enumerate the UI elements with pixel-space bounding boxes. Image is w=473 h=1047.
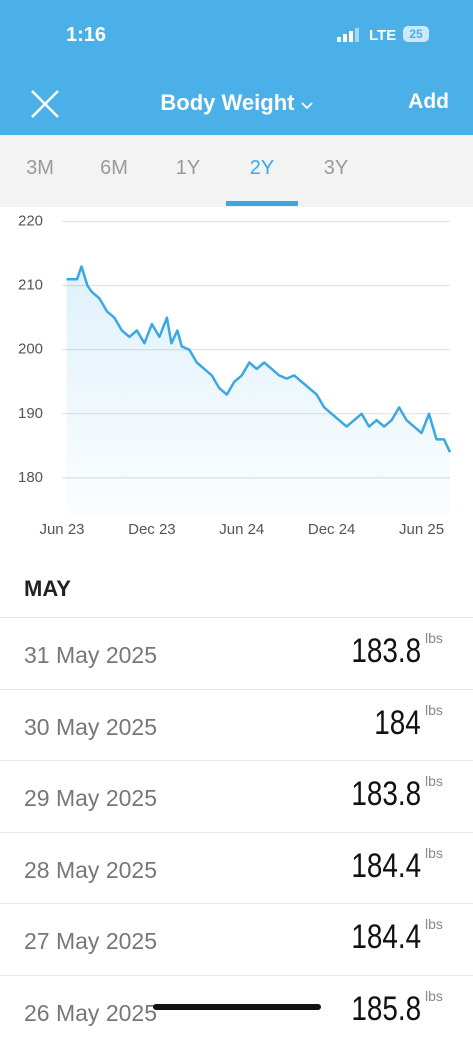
row-unit: lbs — [425, 701, 443, 718]
status-battery: 25 — [403, 26, 429, 42]
row-weight: 183.8 — [351, 775, 421, 813]
row-date: 28 May 2025 — [24, 856, 157, 883]
weight-chart: 180 190 200 210 220 Jun 23 Dec 23 Jun 24 Dec 24 J… — [18, 213, 452, 538]
row-weight: 184 — [374, 703, 421, 742]
row-unit: lbs — [425, 630, 443, 646]
y-tick-label: 190 — [18, 405, 43, 422]
row-date: 30 May 2025 — [24, 713, 157, 740]
log-row[interactable]: 28 May 2025 184.4 lbs — [0, 831, 473, 904]
row-unit: lbs — [425, 916, 443, 932]
dropdown-icon — [300, 102, 313, 110]
range-tab[interactable]: 3M — [26, 157, 54, 179]
row-weight: 184.4 — [351, 918, 421, 956]
log-row[interactable]: 31 May 2025 183.8 lbs — [0, 617, 473, 689]
row-unit: lbs — [425, 773, 443, 789]
row-unit: lbs — [425, 987, 443, 1004]
range-tabs: 3M 6M 1Y 2Y 3Y — [0, 135, 473, 207]
x-tick-label: Dec 23 — [128, 521, 176, 538]
status-network: LTE — [369, 27, 397, 44]
row-date: 29 May 2025 — [24, 785, 157, 811]
y-tick-label: 210 — [18, 277, 43, 294]
area-fill — [66, 266, 451, 515]
home-indicator — [153, 1004, 321, 1010]
range-tab[interactable]: 2Y — [249, 157, 275, 179]
tab-underline — [226, 201, 298, 206]
row-weight: 185.8 — [351, 989, 421, 1028]
signal-icon — [337, 28, 359, 42]
log-row[interactable]: 26 May 2025 185.8 lbs — [0, 974, 473, 1047]
y-tick-label: 180 — [18, 469, 43, 486]
log-row[interactable]: 27 May 2025 184.4 lbs — [0, 903, 473, 975]
section-label: MAY — [24, 576, 71, 601]
status-time: 1:16 — [66, 24, 107, 46]
row-unit: lbs — [425, 844, 443, 861]
range-tab[interactable]: 3Y — [323, 157, 349, 179]
header-title[interactable]: Body Weight — [0, 90, 473, 116]
y-tick-label: 220 — [18, 213, 43, 230]
row-date: 31 May 2025 — [24, 642, 157, 668]
y-tick-label: 200 — [18, 341, 43, 358]
x-tick-label: Dec 24 — [308, 521, 356, 538]
weight-line — [66, 265, 452, 453]
x-tick-label: Jun 24 — [219, 521, 264, 538]
header: 1:16 LTE 25 Body Weight Add — [0, 0, 473, 135]
log-row[interactable]: 30 May 2025 184 lbs — [0, 688, 473, 761]
row-weight: 183.8 — [351, 632, 421, 670]
row-date: 27 May 2025 — [24, 928, 157, 954]
title-text: Body Weight — [160, 90, 295, 115]
add-button[interactable]: Add — [408, 90, 449, 113]
row-weight: 184.4 — [351, 846, 421, 885]
close-button[interactable] — [30, 89, 60, 119]
range-tab[interactable]: 1Y — [175, 157, 201, 179]
row-date: 26 May 2025 — [24, 999, 157, 1026]
x-tick-label: Jun 23 — [39, 521, 84, 538]
log-row[interactable]: 29 May 2025 183.8 lbs — [0, 760, 473, 832]
range-tab[interactable]: 6M — [100, 157, 128, 179]
x-tick-label: Jun 25 — [399, 521, 444, 538]
